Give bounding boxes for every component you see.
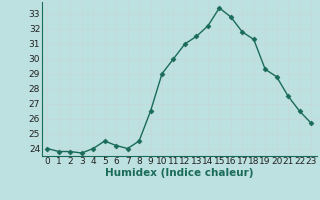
X-axis label: Humidex (Indice chaleur): Humidex (Indice chaleur) (105, 168, 253, 178)
